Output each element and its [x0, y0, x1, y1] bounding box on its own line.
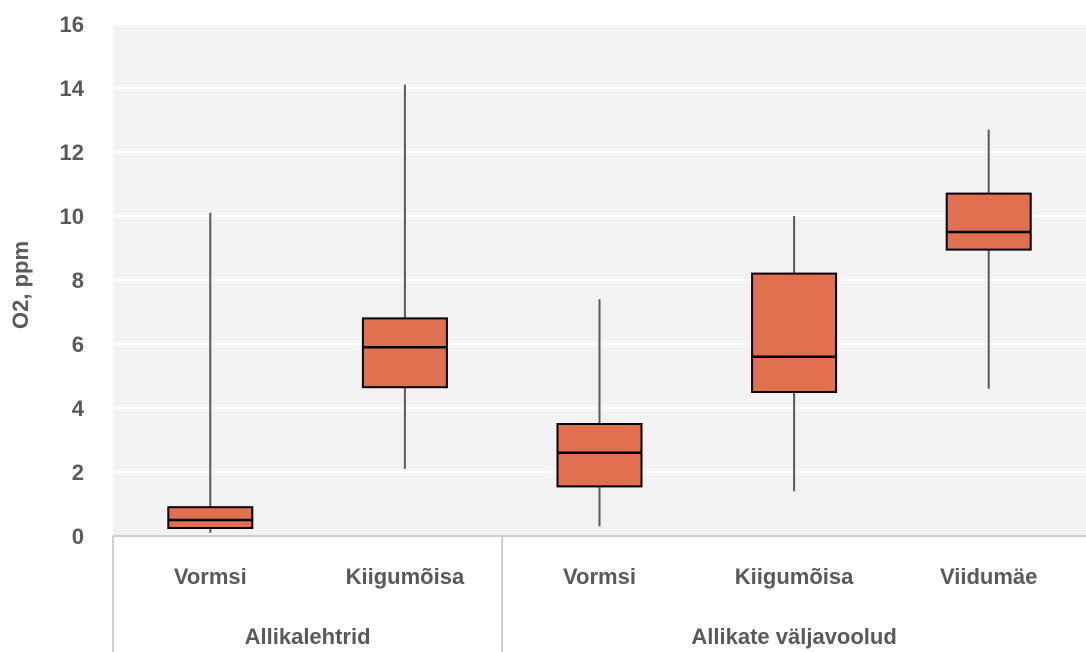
whiskers	[209, 84, 990, 533]
category-label: Kiigumõisa	[735, 564, 854, 589]
box	[361, 317, 448, 389]
y-axis-title: O2, ppm	[8, 241, 33, 329]
y-tick-label: 14	[60, 76, 85, 101]
y-tick-label: 10	[60, 204, 84, 229]
y-tick-label: 6	[72, 332, 84, 357]
y-tick-label: 8	[72, 268, 84, 293]
box	[556, 423, 643, 488]
y-tick-label: 0	[72, 524, 84, 549]
y-tick-labels: 0 2 4 6 8 10 12 14 16	[60, 12, 85, 549]
y-tick-label: 2	[72, 460, 84, 485]
boxes	[167, 192, 1032, 530]
category-axis-lines	[112, 535, 1086, 652]
group-label: Allikalehtrid	[245, 624, 371, 649]
category-label: Vormsi	[563, 564, 636, 589]
category-labels: Vormsi Kiigumõisa Vormsi Kiigumõisa Viidumäe	[174, 564, 1038, 589]
y-tick-label: 4	[72, 396, 85, 421]
category-label: Vormsi	[174, 564, 247, 589]
category-label: Viidumäe	[940, 564, 1037, 589]
y-tick-label: 16	[60, 12, 84, 37]
box	[167, 506, 254, 530]
box	[945, 192, 1032, 251]
box	[751, 272, 838, 394]
category-label: Kiigumõisa	[346, 564, 465, 589]
y-tick-label: 12	[60, 140, 84, 165]
group-labels: Allikalehtrid Allikate väljavoolud	[245, 624, 897, 649]
group-label: Allikate väljavoolud	[691, 624, 896, 649]
